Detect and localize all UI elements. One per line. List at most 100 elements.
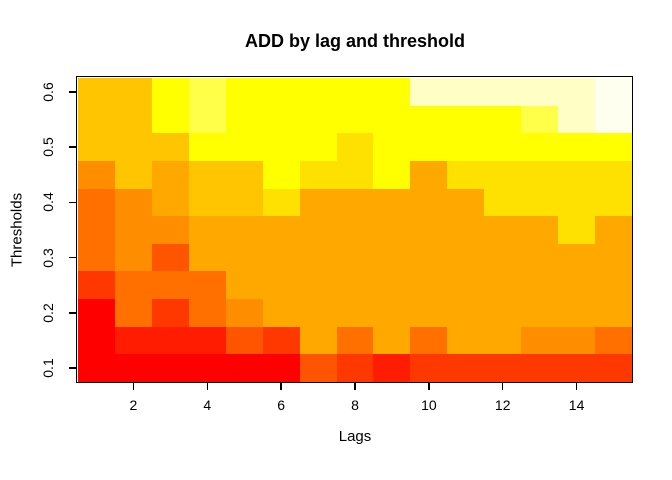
heatmap-cell	[189, 271, 226, 299]
heatmap-cell	[263, 327, 300, 354]
y-tick-mark	[69, 91, 76, 93]
heatmap-cell	[152, 354, 189, 382]
heatmap-cell	[484, 271, 521, 299]
heatmap-cell	[447, 189, 484, 216]
heatmap-cell	[337, 271, 373, 299]
heatmap-cell	[337, 106, 373, 133]
heatmap-cell	[152, 244, 189, 271]
heatmap-cell	[189, 244, 226, 271]
heatmap-cell	[595, 189, 632, 216]
heatmap-cell	[189, 78, 226, 106]
heatmap-cell	[300, 244, 337, 271]
heatmap-cell	[189, 327, 226, 354]
heatmap-cell	[373, 271, 410, 299]
heatmap-cell	[595, 133, 632, 161]
heatmap-cell	[115, 189, 152, 216]
heatmap-cell	[558, 161, 595, 189]
heatmap-cell	[152, 299, 189, 327]
heatmap-cell	[263, 354, 300, 382]
heatmap-cell	[226, 133, 263, 161]
heatmap-cell	[558, 78, 595, 106]
heatmap-cell	[300, 271, 337, 299]
heatmap-cell	[263, 216, 300, 244]
heatmap-cell	[226, 244, 263, 271]
heatmap-cell	[595, 327, 632, 354]
heatmap-cell	[595, 106, 632, 133]
heatmap-cell	[226, 354, 263, 382]
heatmap-cell	[189, 189, 226, 216]
heatmap-cell	[447, 354, 484, 382]
heatmap-cell	[337, 78, 373, 106]
heatmap-cell	[263, 161, 300, 189]
heatmap-cell	[300, 354, 337, 382]
heatmap-cell	[410, 106, 447, 133]
heatmap-cell	[300, 327, 337, 354]
heatmap-cell	[410, 299, 447, 327]
heatmap-cell	[226, 161, 263, 189]
y-tick-mark	[69, 367, 76, 369]
heatmap-cell	[484, 244, 521, 271]
heatmap-cell	[78, 78, 115, 106]
heatmap-cell	[115, 327, 152, 354]
heatmap-cell	[78, 189, 115, 216]
heatmap-cell	[337, 133, 373, 161]
heatmap-cell	[115, 354, 152, 382]
heatmap-cell	[447, 244, 484, 271]
heatmap-cell	[558, 133, 595, 161]
heatmap-cell	[263, 189, 300, 216]
heatmap-cell	[521, 78, 558, 106]
x-tick-label: 6	[277, 397, 286, 413]
heatmap-cell	[521, 299, 558, 327]
heatmap-cell	[595, 299, 632, 327]
y-tick-mark	[69, 312, 76, 314]
heatmap-cell	[410, 161, 447, 189]
heatmap-cell	[115, 244, 152, 271]
heatmap-cell	[115, 271, 152, 299]
heatmap-cell	[263, 106, 300, 133]
heatmap-cell	[595, 244, 632, 271]
heatmap-cell	[484, 133, 521, 161]
heatmap-cell	[115, 299, 152, 327]
heatmap-cell	[595, 354, 632, 382]
heatmap-cell	[115, 161, 152, 189]
heatmap-cell	[189, 161, 226, 189]
heatmap-cell	[78, 106, 115, 133]
heatmap-cell	[521, 327, 558, 354]
heatmap-cell	[115, 216, 152, 244]
y-tick-mark	[69, 256, 76, 259]
heatmap-cell	[447, 161, 484, 189]
heatmap-cell	[78, 133, 115, 161]
y-tick-label: 0.2	[40, 303, 56, 323]
y-tick-label: 0.6	[40, 82, 56, 102]
x-tick-mark	[132, 383, 135, 390]
heatmap-cell	[373, 244, 410, 271]
heatmap-cell	[300, 161, 337, 189]
heatmap-cell	[410, 189, 447, 216]
heatmap-cell	[189, 299, 226, 327]
heatmap-cell	[447, 327, 484, 354]
heatmap-cell	[300, 299, 337, 327]
heatmap-cell	[78, 327, 115, 354]
heatmap-cell	[78, 354, 115, 382]
heatmap-cell	[337, 244, 373, 271]
heatmap-cell	[410, 78, 447, 106]
heatmap-cell	[595, 161, 632, 189]
x-tick-label: 2	[129, 397, 138, 413]
heatmap-cell	[152, 189, 189, 216]
heatmap-cell	[558, 354, 595, 382]
heatmap-cell	[152, 78, 189, 106]
heatmap-cell	[447, 106, 484, 133]
heatmap-cell	[373, 299, 410, 327]
heatmap-cell	[263, 271, 300, 299]
heatmap-cell	[337, 299, 373, 327]
heatmap-cell	[300, 78, 337, 106]
heatmap-cell	[78, 216, 115, 244]
heatmap-cell	[152, 271, 189, 299]
heatmap-cell	[595, 271, 632, 299]
heatmap-cell	[521, 189, 558, 216]
heatmap-cell	[337, 189, 373, 216]
heatmap-cell	[558, 271, 595, 299]
heatmap-cell	[373, 133, 410, 161]
heatmap-cell	[337, 216, 373, 244]
